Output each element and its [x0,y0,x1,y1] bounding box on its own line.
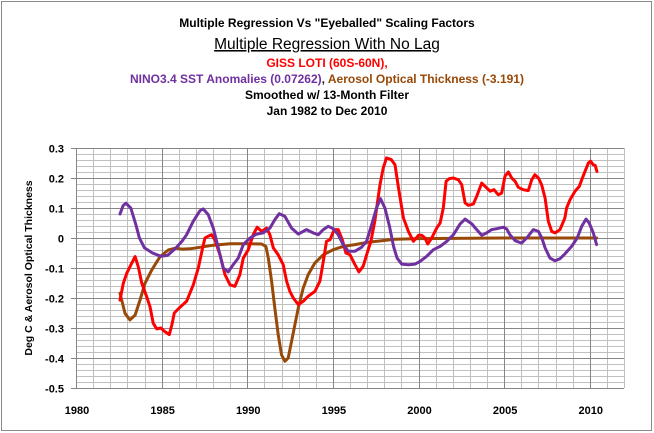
y-tick-label: -0.4 [45,354,65,366]
y-tick-label: -0.5 [45,384,64,396]
chart-title: Multiple Regression Vs "Eyeballed" Scali… [179,16,475,30]
y-tick-label: -0.2 [45,294,64,306]
chart-title-block: Multiple Regression Vs "Eyeballed" Scali… [130,16,524,118]
y-tick-label: -0.3 [45,324,64,336]
y-tick-label: 0.1 [49,204,64,216]
x-tick-label: 2010 [579,405,603,417]
series-line-aerosol [118,236,599,363]
x-tick-label: 2005 [493,405,517,417]
title-separator: , [322,72,328,86]
x-tick-label: 1990 [236,405,260,417]
plot-series [118,156,599,363]
title-series-giss: GISS LOTI (60S-60N), [266,56,387,70]
series-line-nino [118,197,599,274]
y-axis-label: Deg C & Aerosol Optical Thickness [23,180,35,355]
x-tick-label: 2000 [407,405,431,417]
chart-subtitle: Multiple Regression With No Lag [214,36,440,53]
title-series-nino: NINO3.4 SST Anomalies (0.07262) [130,72,322,86]
title-series-line: NINO3.4 SST Anomalies (0.07262), Aerosol… [130,72,524,86]
y-tick-label: 0 [58,234,64,246]
y-tick-label: -0.1 [45,264,64,276]
x-tick-label: 1980 [65,405,89,417]
x-tick-label: 1985 [150,405,174,417]
title-date-range: Jan 1982 to Dec 2010 [267,104,388,118]
y-tick-label: 0.3 [49,144,64,156]
title-series-aerosol: Aerosol Optical Thickness (-3.191) [328,72,524,86]
series-line-giss [118,156,599,337]
x-tick-label: 1995 [322,405,346,417]
y-tick-label: 0.2 [49,174,64,186]
title-smoothing: Smoothed w/ 13-Month Filter [245,88,409,102]
